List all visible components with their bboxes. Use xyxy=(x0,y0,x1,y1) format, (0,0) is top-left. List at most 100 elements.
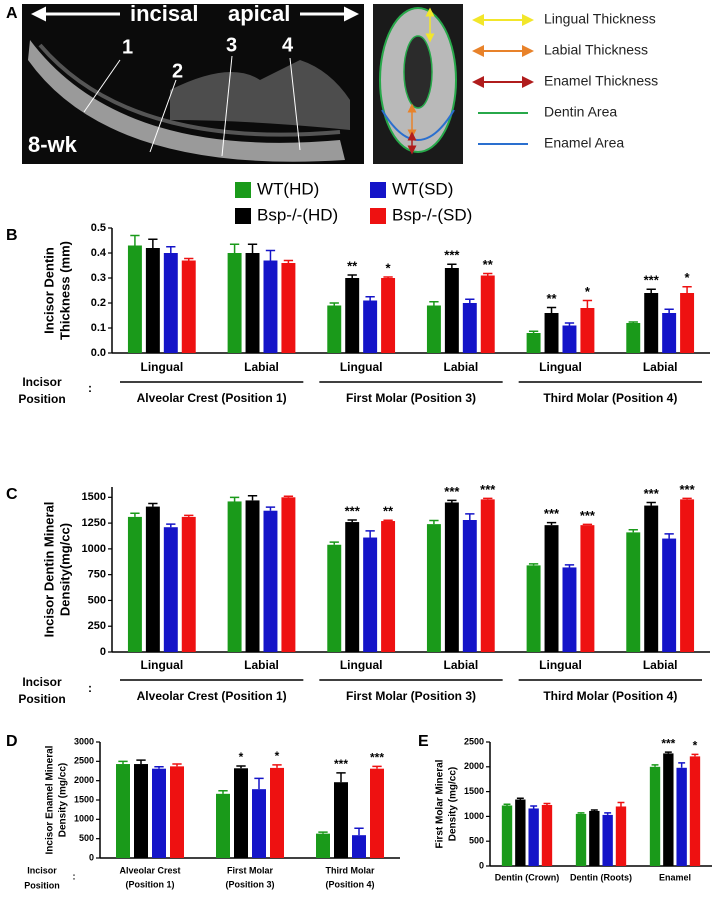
error-bar xyxy=(148,502,158,507)
bar xyxy=(363,537,378,652)
enamel-area xyxy=(381,109,455,141)
significance: *** xyxy=(679,482,695,497)
position-title: Incisor xyxy=(27,865,57,875)
legend-label: WT(HD) xyxy=(257,179,319,198)
panel-label: A xyxy=(6,5,18,22)
error-bar xyxy=(546,521,557,526)
error-bar xyxy=(130,512,140,517)
bar xyxy=(649,766,661,866)
error-bar xyxy=(582,299,593,308)
position-title: Position xyxy=(18,392,65,406)
bar xyxy=(644,505,659,652)
bar xyxy=(163,253,178,353)
apical-label: apical xyxy=(228,1,290,26)
bar xyxy=(370,768,384,858)
error-bar xyxy=(617,801,625,807)
error-bar xyxy=(678,762,686,768)
molar-shape xyxy=(170,60,350,130)
bar xyxy=(575,813,587,866)
x-tick-label: Labial xyxy=(443,360,478,374)
significance: *** xyxy=(345,503,361,518)
error-bar xyxy=(365,296,375,301)
group-label: First Molar (Position 3) xyxy=(346,391,476,405)
bar xyxy=(526,333,541,353)
bar xyxy=(615,806,627,866)
error-bar xyxy=(429,519,439,525)
bar xyxy=(589,810,600,866)
y-axis-label: Incisor Enamel Mineral xyxy=(45,745,56,854)
y-tick-label: 1250 xyxy=(82,517,106,529)
group-label: Alveolar Crest (Position 1) xyxy=(137,689,287,703)
error-bar xyxy=(229,496,240,502)
y-tick-label: 1500 xyxy=(82,491,106,503)
bar xyxy=(663,753,674,866)
error-bar xyxy=(148,238,158,248)
y-axis-label: Thickness (mm) xyxy=(57,241,72,340)
bar xyxy=(480,499,495,652)
position-title: : xyxy=(88,681,92,695)
x-tick-label: Lingual xyxy=(140,360,183,374)
y-tick-label: 0.4 xyxy=(91,247,107,259)
error-bar xyxy=(383,276,393,278)
y-tick-label: 3000 xyxy=(74,736,94,746)
error-bar xyxy=(383,519,393,522)
bar xyxy=(327,305,342,353)
significance: ** xyxy=(546,291,557,306)
error-bar xyxy=(336,772,346,783)
y-axis-label: Density (mg/cc) xyxy=(58,763,69,837)
bar xyxy=(528,808,539,866)
pulp xyxy=(403,35,433,109)
pointer-3 xyxy=(221,55,233,157)
x-tick-label: Alveolar Crest xyxy=(119,865,180,875)
error-bar xyxy=(172,763,182,767)
bar xyxy=(381,521,396,652)
significance: *** xyxy=(334,757,348,771)
bar xyxy=(227,253,242,353)
y-tick-label: 0.2 xyxy=(91,297,106,309)
bar xyxy=(444,268,459,353)
legend-label: Enamel Thickness xyxy=(544,73,658,89)
pulp-line xyxy=(38,43,341,137)
bar xyxy=(145,248,160,353)
significance: *** xyxy=(644,486,660,501)
panel-label: E xyxy=(418,733,429,750)
significance: * xyxy=(685,270,691,285)
x-tick-label: Labial xyxy=(244,658,279,672)
bar xyxy=(480,275,495,353)
significance: *** xyxy=(480,482,496,497)
significance: * xyxy=(275,749,280,763)
bar xyxy=(263,260,278,353)
bar xyxy=(345,278,360,353)
x-tick-label: Labial xyxy=(443,658,478,672)
error-bar xyxy=(465,298,475,303)
error-bar xyxy=(118,760,128,765)
error-bar xyxy=(664,751,672,754)
error-bar xyxy=(218,789,228,794)
position-title: Incisor xyxy=(22,375,62,389)
bar xyxy=(662,538,677,652)
error-bar xyxy=(354,827,364,836)
bar xyxy=(252,789,266,858)
legend-label: WT(SD) xyxy=(392,179,453,198)
error-bar xyxy=(691,753,699,757)
error-bar xyxy=(628,529,638,533)
significance: *** xyxy=(661,736,675,750)
pointer-2 xyxy=(149,79,177,153)
significance: *** xyxy=(644,273,660,288)
error-bar xyxy=(247,495,258,501)
x-tick-label: Lingual xyxy=(340,658,383,672)
bar xyxy=(327,544,342,652)
y-tick-label: 0.3 xyxy=(91,272,106,284)
bar xyxy=(676,767,687,866)
bar xyxy=(227,501,242,652)
bar xyxy=(544,313,559,353)
y-tick-label: 2000 xyxy=(464,761,484,771)
incisal-label: incisal xyxy=(130,1,198,26)
error-bar xyxy=(166,523,176,528)
y-tick-label: 0 xyxy=(479,860,484,870)
error-bar xyxy=(283,495,294,498)
error-bar xyxy=(254,777,264,790)
error-bar xyxy=(447,263,457,268)
error-bar xyxy=(664,308,674,313)
